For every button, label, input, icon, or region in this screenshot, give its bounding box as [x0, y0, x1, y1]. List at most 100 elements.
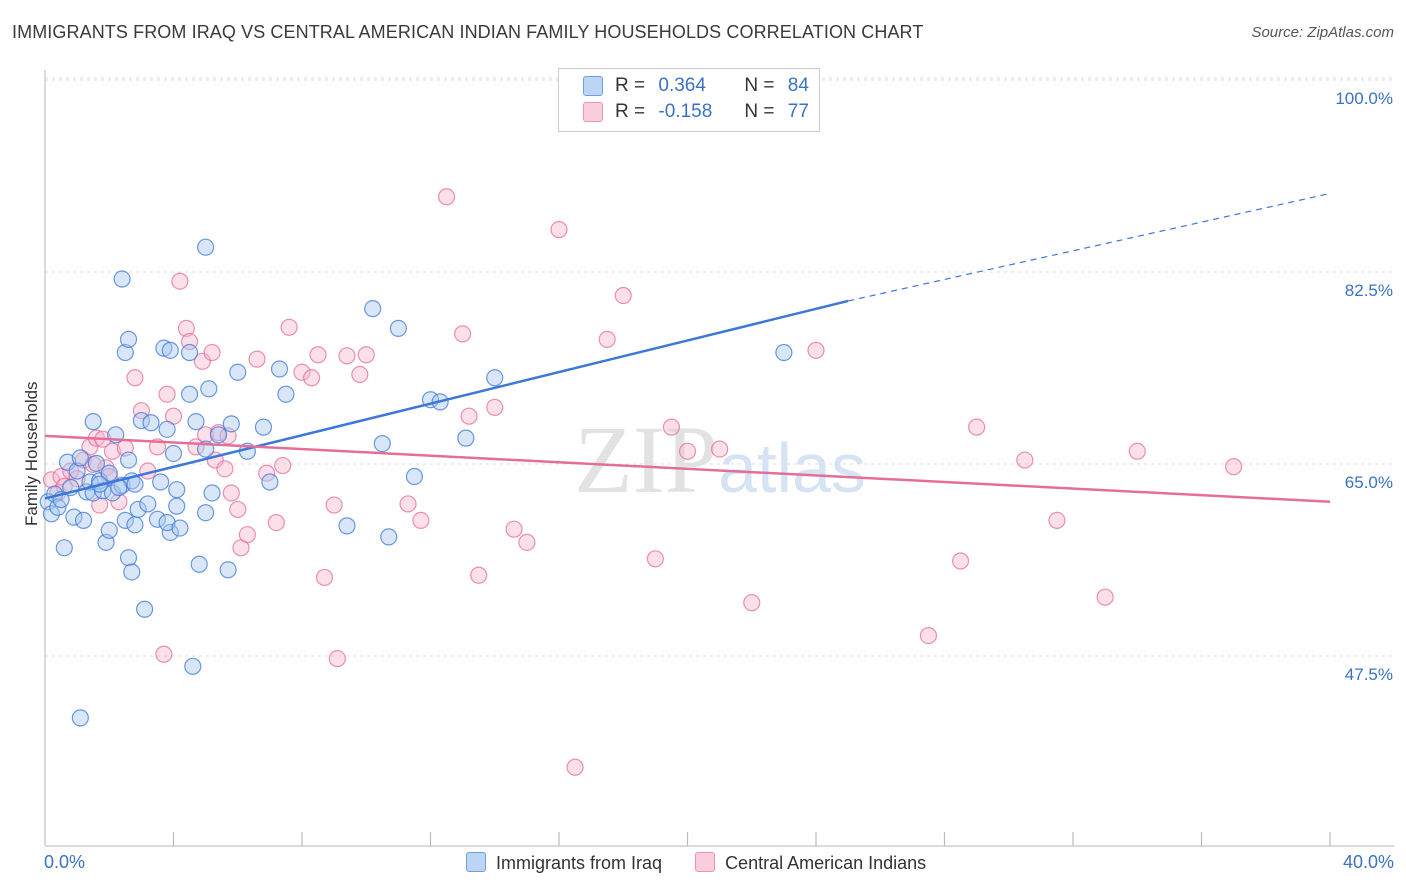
data-point [258, 464, 276, 482]
data-point [142, 414, 160, 432]
data-point [155, 645, 173, 663]
data-point [646, 550, 664, 568]
trend-line-iraq-extension [847, 192, 1331, 302]
data-point [74, 511, 93, 530]
legend-r-label: R = [615, 101, 646, 122]
data-point [486, 398, 504, 416]
data-point [135, 600, 154, 618]
data-point [454, 325, 472, 343]
trend-lines [44, 192, 1331, 503]
legend-swatch-pink [695, 852, 716, 872]
data-point [598, 330, 616, 348]
data-point [229, 363, 247, 381]
data-point [197, 504, 215, 522]
data-point [267, 513, 285, 532]
data-point [412, 511, 430, 530]
data-point [711, 440, 729, 458]
legend-swatch-pink [583, 101, 603, 122]
data-point [42, 505, 61, 523]
watermark: ZIPatlas [574, 406, 866, 513]
legend-n-label: N = [744, 75, 775, 96]
data-point [68, 462, 86, 480]
data-point [180, 385, 199, 403]
y-tick-label: 65.0% [1345, 473, 1393, 492]
data-point [380, 528, 398, 546]
data-point [139, 495, 157, 513]
data-point [200, 380, 218, 398]
data-point [460, 407, 478, 425]
legend-row-central-american-indians: R = -0.158 N = 77 [583, 101, 809, 127]
legend-item-iraq: Immigrants from Iraq [466, 852, 662, 874]
data-point [457, 429, 475, 447]
legend-n-value: 84 [787, 75, 809, 96]
data-point [126, 516, 144, 534]
data-point [184, 657, 202, 675]
legend-r-value: 0.364 [658, 75, 706, 96]
data-point [132, 402, 150, 420]
data-point [180, 343, 199, 362]
data-point [197, 238, 215, 256]
data-point [229, 500, 247, 519]
data-point [119, 549, 138, 567]
data-point [364, 300, 382, 318]
legend-row-iraq: R = 0.364 N = 84 [583, 75, 809, 101]
y-tick-label: 82.5% [1345, 281, 1393, 300]
data-point [100, 521, 118, 539]
x-tick-marks [172, 832, 1331, 846]
data-point [1096, 588, 1114, 606]
data-point [357, 346, 375, 364]
data-point [168, 481, 186, 499]
legend-n-value: 77 [787, 101, 809, 122]
data-point [280, 318, 298, 336]
data-point [254, 418, 273, 436]
data-point [203, 343, 221, 362]
chart-title: IMMIGRANTS FROM IRAQ VS CENTRAL AMERICAN… [12, 22, 924, 42]
data-point [309, 346, 327, 364]
data-point [270, 360, 289, 378]
data-point [187, 413, 205, 431]
data-point [373, 435, 391, 453]
data-point [71, 709, 89, 727]
data-point [405, 467, 424, 486]
data-point [743, 594, 761, 612]
data-point [84, 413, 102, 431]
data-point [662, 418, 681, 436]
data-point [437, 188, 456, 206]
stats-legend: R = 0.364 N = 84 R = -0.158 N = 77 [558, 68, 820, 132]
data-point [325, 496, 343, 514]
axes [44, 70, 1394, 847]
data-point [807, 341, 825, 359]
data-point [277, 385, 295, 403]
data-point [129, 500, 147, 519]
data-point [203, 484, 221, 502]
data-point [222, 484, 240, 502]
data-point [209, 426, 228, 444]
data-point [193, 352, 212, 370]
legend-label-iraq: Immigrants from Iraq [496, 853, 663, 873]
data-point [338, 517, 356, 535]
data-point [293, 363, 311, 381]
data-point [219, 561, 237, 579]
y-tick-label: 100.0% [1335, 89, 1393, 108]
data-point [505, 520, 523, 538]
watermark-zip: ZIP [574, 406, 718, 513]
data-point [58, 453, 77, 471]
data-point [158, 420, 176, 438]
y-tick-labels: 100.0% 82.5% 65.0% 47.5% [1335, 89, 1393, 684]
data-point [171, 519, 189, 537]
data-point [566, 758, 584, 776]
data-point [113, 270, 131, 288]
data-point [968, 418, 986, 436]
data-point [248, 350, 266, 368]
trend-line-central-american-indians [44, 434, 1331, 503]
trend-line-iraq [44, 299, 849, 500]
data-point [152, 473, 170, 491]
data-point [775, 343, 793, 362]
data-point [110, 493, 128, 511]
data-point [238, 526, 256, 544]
x-tick-label-max: 40.0% [1342, 852, 1394, 872]
gridlines [45, 77, 1394, 657]
data-point [919, 626, 938, 645]
data-point [614, 286, 632, 305]
